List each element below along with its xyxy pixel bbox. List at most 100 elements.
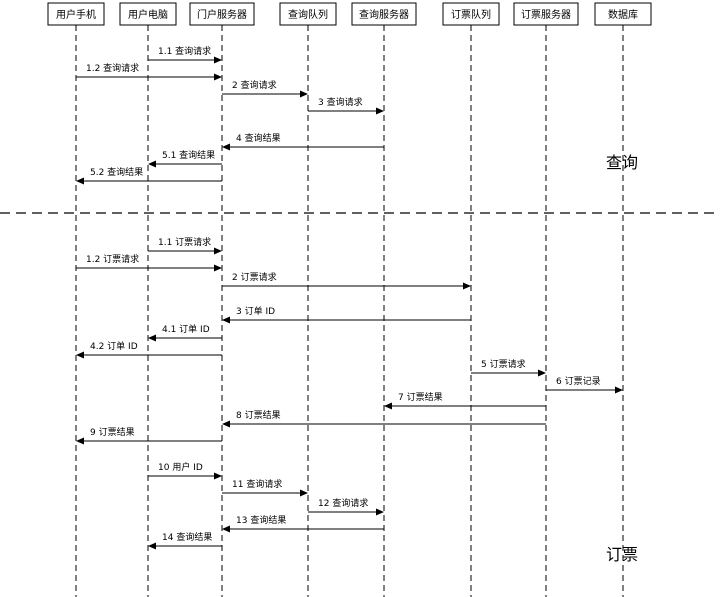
arrowhead-icon [76,351,84,359]
actor-box-order_queue [442,2,500,26]
message-2: 1.2 查询请求 [76,62,222,81]
message-label: 4.1 订单 ID [162,323,210,335]
actor-portal: 门户服务器 [189,2,255,26]
actor-label-query_queue: 查询队列 [288,8,328,21]
arrowhead-icon [148,542,156,550]
arrowhead-icon [376,107,384,115]
actor-box-query_server [351,2,417,26]
arrowhead-icon [214,264,222,272]
message-21: 12 查询请求 [308,497,384,516]
message-label: 2 查询请求 [232,79,277,91]
message-label: 14 查询结果 [162,531,212,543]
actor-database: 数据库 [594,2,652,26]
arrowhead-icon [214,56,222,64]
message-15: 6 订票记录 [546,376,623,394]
message-label: 10 用户 ID [158,461,203,473]
arrowhead-icon [300,90,308,98]
arrowhead-icon [148,334,156,342]
message-11: 3 订单 ID [222,305,471,324]
message-label: 5.1 查询结果 [162,149,215,161]
message-7: 5.2 查询结果 [76,166,222,185]
message-4: 3 查询请求 [308,96,384,115]
actor-box-phone [47,2,105,26]
actor-phone: 用户手机 [47,2,105,26]
message-17: 8 订票结果 [222,409,546,428]
actor-order_server: 订票服务器 [513,2,579,26]
message-label: 5.2 查询结果 [90,166,143,178]
message-5: 4 查询结果 [222,132,384,151]
arrowhead-icon [76,177,84,185]
actor-box-pc [119,2,177,26]
actor-query_queue: 查询队列 [279,2,337,26]
message-13: 4.2 订单 ID [76,340,222,359]
arrowhead-icon [214,73,222,81]
arrowhead-icon [222,420,230,428]
actor-box-order_server [513,2,579,26]
message-9: 1.2 订票请求 [76,253,222,272]
actor-label-order_server: 订票服务器 [521,8,571,21]
message-20: 11 查询请求 [222,478,308,497]
arrowhead-icon [214,472,222,480]
actor-query_server: 查询服务器 [351,2,417,26]
arrowhead-icon [222,525,230,533]
message-14: 5 订票请求 [471,358,546,377]
arrowhead-icon [463,282,471,290]
actor-box-database [594,2,652,26]
message-1: 1.1 查询请求 [148,45,222,64]
message-label: 3 查询请求 [318,96,363,108]
actor-label-phone: 用户手机 [56,8,96,21]
actor-box-query_queue [279,2,337,26]
message-label: 4 查询结果 [236,132,281,144]
message-label: 13 查询结果 [236,514,286,526]
actor-label-portal: 门户服务器 [197,8,247,21]
phase-label-query: 查询 [606,153,638,172]
message-22: 13 查询结果 [222,514,384,533]
lifelines [75,25,624,597]
message-19: 10 用户 ID [148,461,222,480]
actor-pc: 用户电脑 [119,2,177,26]
arrowhead-icon [222,143,230,151]
message-6: 5.1 查询结果 [148,149,222,168]
actor-box-portal [189,2,255,26]
message-23: 14 查询结果 [148,531,222,550]
message-label: 12 查询请求 [318,497,368,509]
message-label: 1.1 订票请求 [158,236,211,248]
arrowhead-icon [538,369,546,377]
arrowhead-icon [148,160,156,168]
arrowhead-icon [214,247,222,255]
actors: 用户手机 用户电脑 门户服务器 查询队列 查询服务器 订票队列 订票服务器 数据库 [47,2,652,26]
message-3: 2 查询请求 [222,79,308,98]
messages: 1.1 查询请求 1.2 查询请求 2 查询请求 3 查询请求 4 查询结果 5.1 查询… [76,45,623,550]
actor-label-order_queue: 订票队列 [451,8,491,21]
message-16: 7 订票结果 [384,391,546,410]
message-8: 1.1 订票请求 [148,236,222,255]
actor-order_queue: 订票队列 [442,2,500,26]
arrowhead-icon [384,402,392,410]
message-label: 1.1 查询请求 [158,45,211,57]
message-label: 9 订票结果 [90,426,135,438]
arrowhead-icon [615,386,623,394]
message-label: 7 订票结果 [398,391,443,403]
phase-label-booking: 订票 [606,545,638,564]
message-label: 1.2 订票请求 [86,253,139,265]
message-label: 2 订票请求 [232,271,277,283]
message-12: 4.1 订单 ID [148,323,222,342]
message-label: 5 订票请求 [481,358,526,370]
arrowhead-icon [222,316,230,324]
arrowhead-icon [76,437,84,445]
message-label: 1.2 查询请求 [86,62,139,74]
actor-label-pc: 用户电脑 [128,8,168,21]
arrowhead-icon [300,489,308,497]
message-label: 8 订票结果 [236,409,281,421]
message-10: 2 订票请求 [222,271,471,290]
message-label: 6 订票记录 [556,376,601,387]
message-label: 3 订单 ID [236,305,275,317]
actor-label-query_server: 查询服务器 [359,8,409,21]
actor-label-database: 数据库 [608,8,638,21]
message-18: 9 订票结果 [76,426,222,445]
message-label: 11 查询请求 [232,478,282,490]
arrowhead-icon [376,508,384,516]
message-label: 4.2 订单 ID [90,340,138,352]
